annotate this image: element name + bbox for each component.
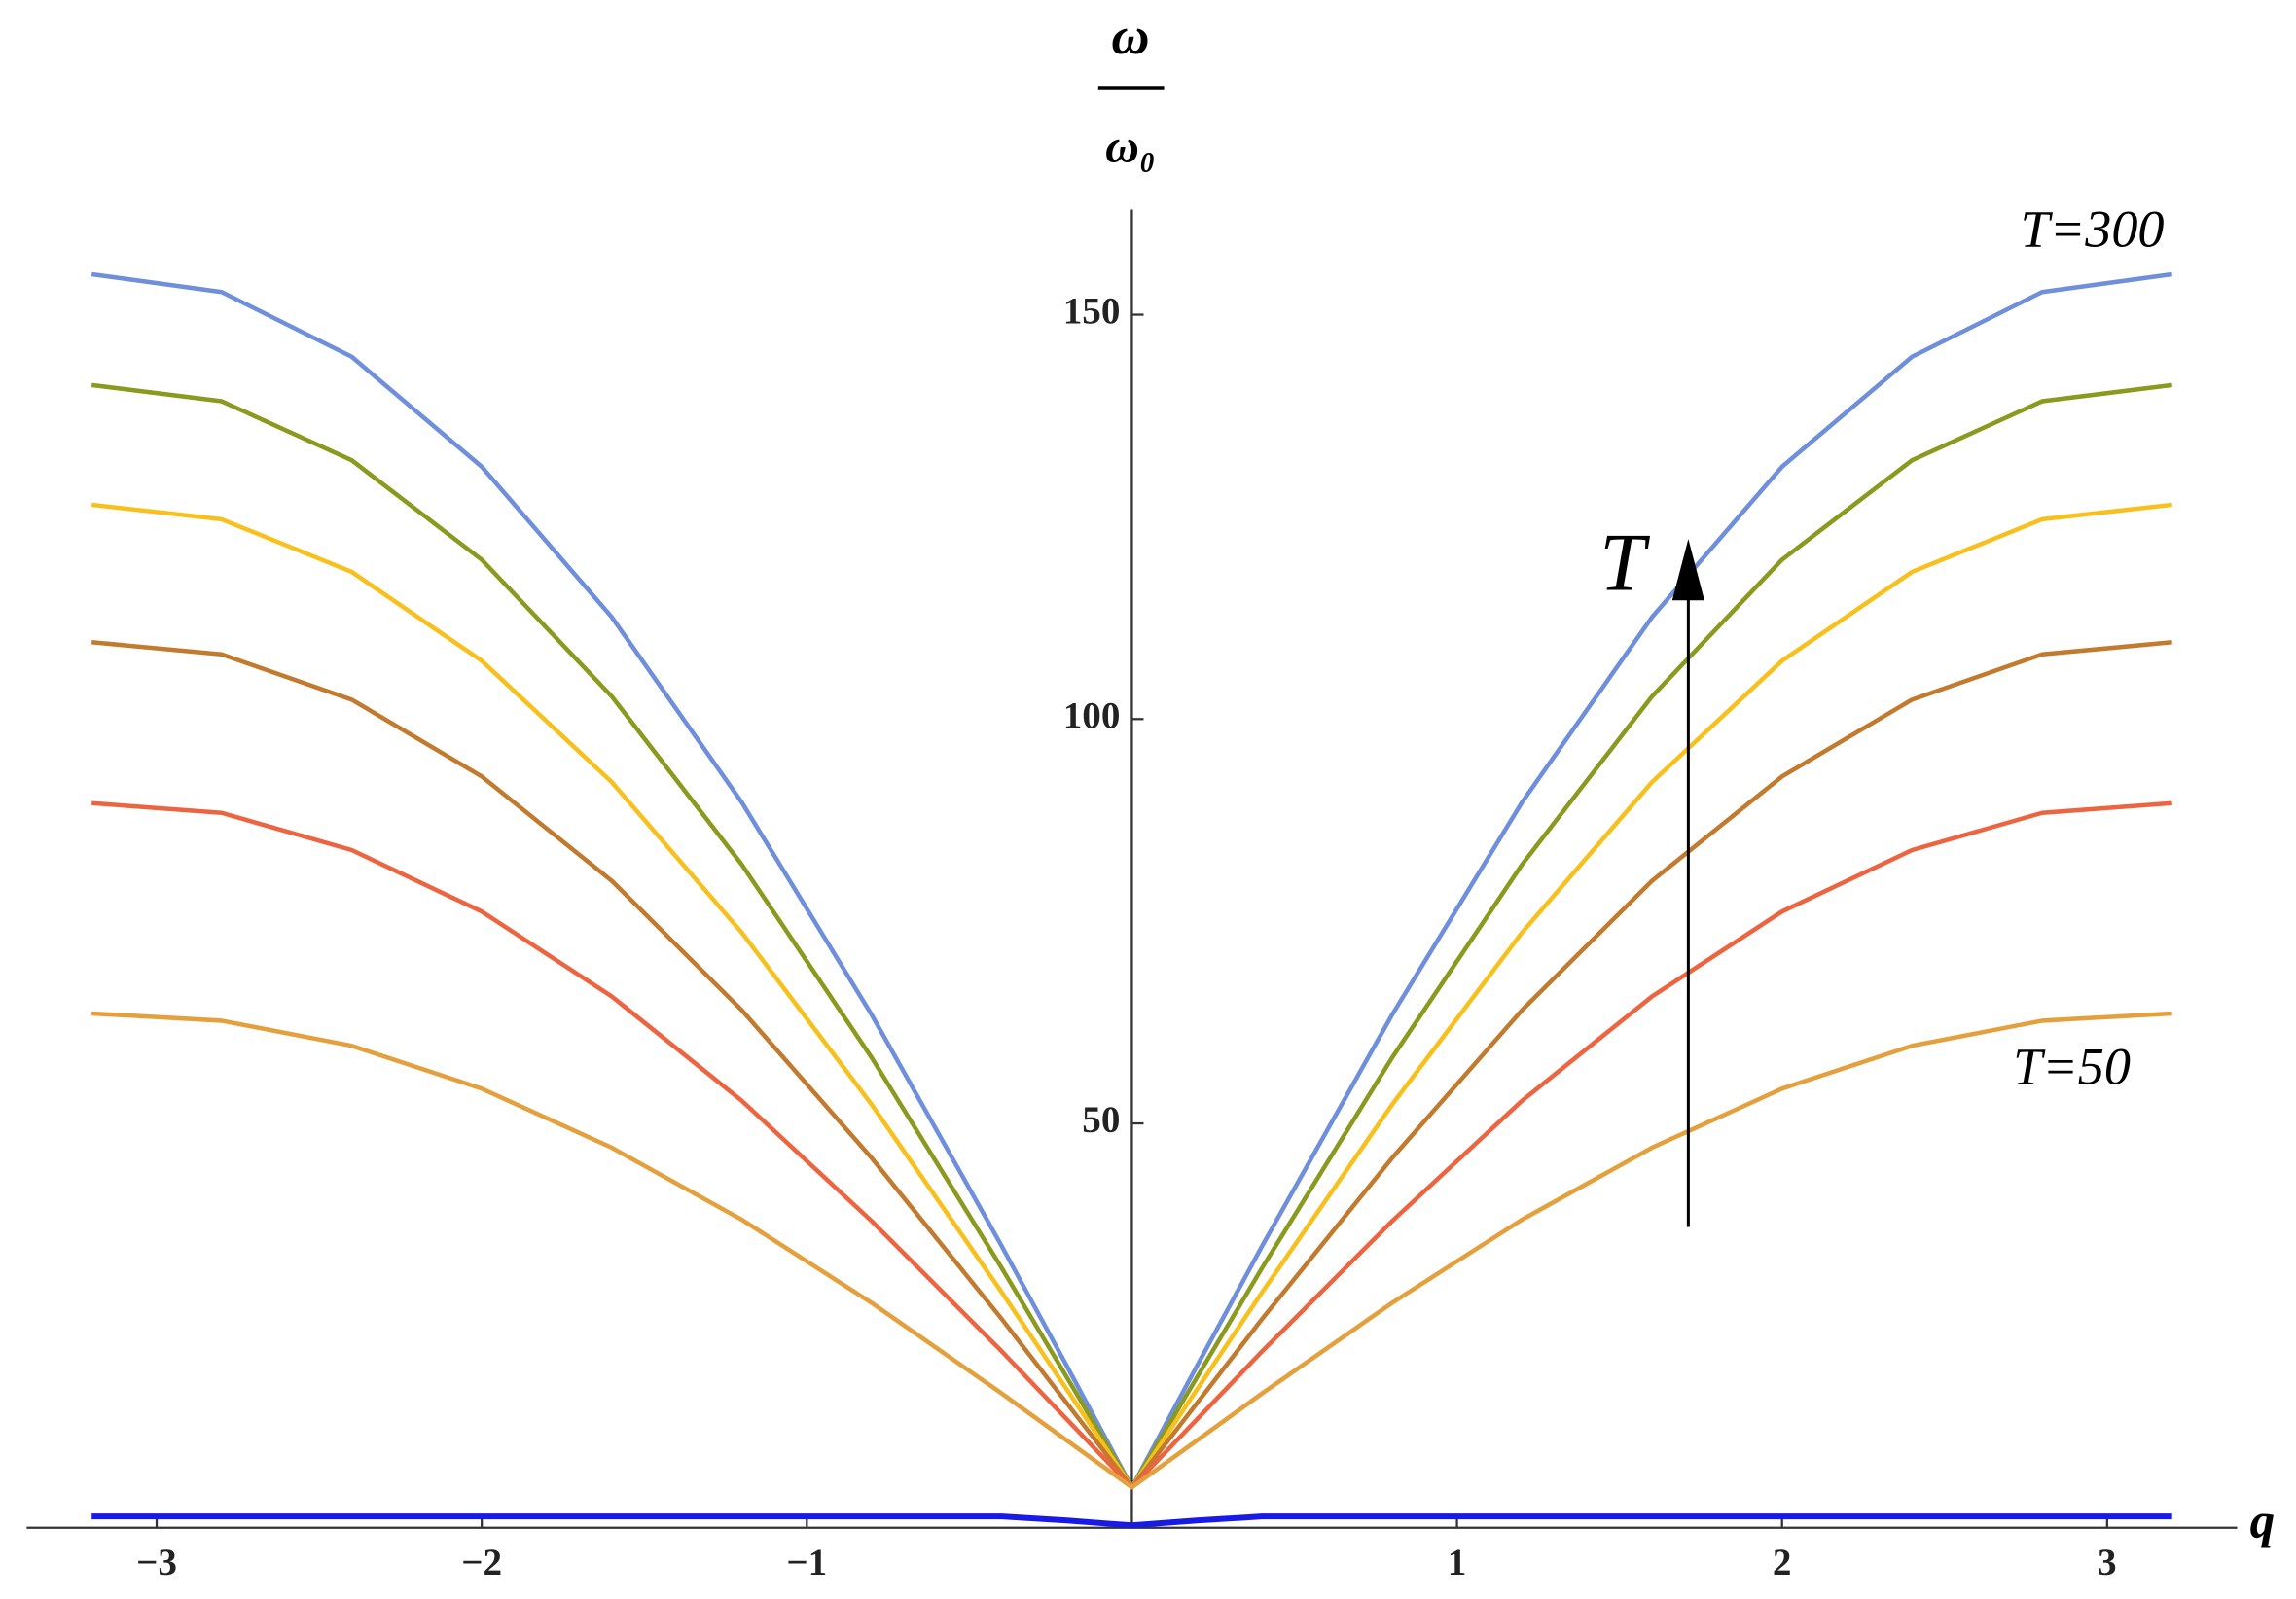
y-label-denominator: ω₀ bbox=[1105, 121, 1156, 172]
y-label-numerator: ω bbox=[1111, 7, 1149, 65]
x-tick-label: 3 bbox=[2098, 1542, 2117, 1583]
x-label: q bbox=[2250, 1493, 2276, 1548]
arrow-head bbox=[1671, 539, 1704, 601]
y-tick-label: 150 bbox=[1063, 291, 1121, 333]
x-tick-label: −2 bbox=[461, 1542, 502, 1583]
x-tick-label: 2 bbox=[1773, 1542, 1792, 1583]
x-tick-label: 1 bbox=[1448, 1542, 1467, 1583]
annotation: T=50 bbox=[2013, 1037, 2131, 1095]
y-tick-label: 100 bbox=[1063, 694, 1121, 736]
x-tick-label: −1 bbox=[786, 1542, 827, 1583]
series-line bbox=[91, 1011, 2172, 1490]
annotation: T bbox=[1599, 518, 1650, 609]
y-tick-label: 50 bbox=[1082, 1099, 1120, 1141]
x-tick-label: −3 bbox=[136, 1542, 177, 1583]
series-line bbox=[91, 1513, 2172, 1529]
annotation: T=300 bbox=[2021, 199, 2165, 258]
